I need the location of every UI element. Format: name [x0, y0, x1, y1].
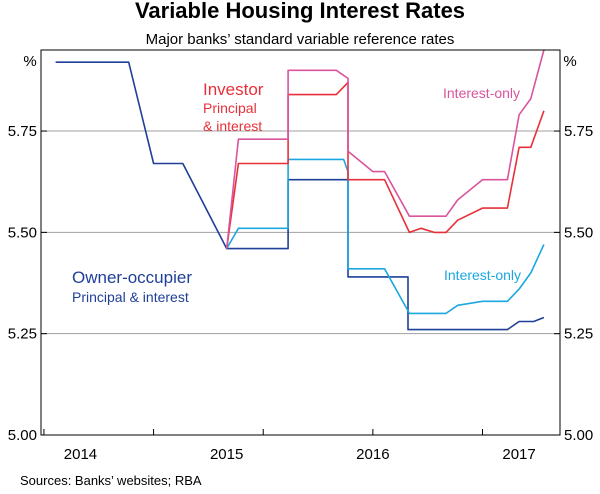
- y-tick-label-right: 5.25: [564, 326, 593, 343]
- y-tick-label-left: 5.25: [8, 326, 37, 343]
- series-line-investor-principal-interest: [225, 81, 545, 249]
- y-tick-label-right: 5.75: [564, 123, 593, 140]
- annotation-investor-title: Investor: [203, 80, 264, 99]
- annotation-investor-sub2: & interest: [203, 118, 262, 134]
- source-note: Sources: Banks’ websites; RBA: [20, 473, 202, 488]
- series-line-investor-interest-only: [225, 49, 545, 249]
- x-tick-label: 2017: [502, 446, 535, 463]
- chart-subtitle: Major banks’ standard variable reference…: [146, 31, 455, 48]
- plot-frame: [40, 49, 561, 436]
- chart-title: Variable Housing Interest Rates: [135, 0, 465, 23]
- annotation-owner-title: Owner-occupier: [72, 268, 192, 287]
- series-line-owner-occupier-principal-interest: [55, 61, 545, 331]
- x-tick-label: 2016: [356, 446, 389, 463]
- annotation-investor-io: Interest-only: [443, 85, 520, 101]
- y-tick-label-left: 5.50: [8, 224, 37, 241]
- series-line-owner-occupier-interest-only: [226, 158, 545, 315]
- y-tick-label-right: 5.00: [564, 427, 593, 444]
- annotation-owner-io: Interest-only: [444, 267, 521, 283]
- annotation-investor-sub1: Principal: [203, 100, 257, 116]
- x-tick-label: 2015: [210, 446, 243, 463]
- annotation-owner-sub: Principal & interest: [72, 289, 189, 305]
- x-tick-label: 2014: [64, 446, 97, 463]
- y-tick-label-left: 5.00: [8, 427, 37, 444]
- y-unit-right: %: [563, 53, 576, 70]
- y-tick-label-right: 5.50: [564, 224, 593, 241]
- y-unit-left: %: [23, 53, 36, 70]
- y-tick-label-left: 5.75: [8, 123, 37, 140]
